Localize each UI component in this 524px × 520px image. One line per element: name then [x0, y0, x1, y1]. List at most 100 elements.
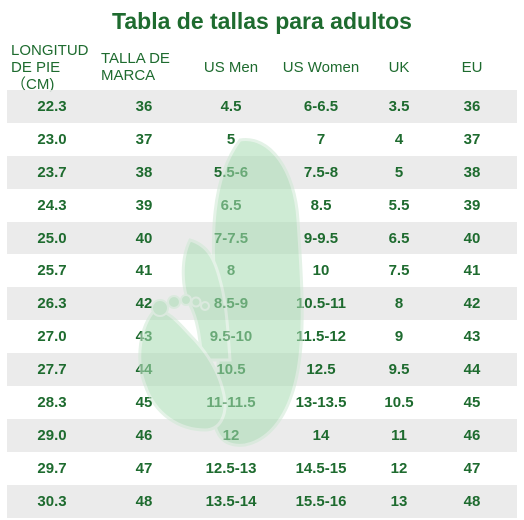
- header-brand-size: TALLA DE MARCA: [97, 50, 191, 84]
- table-body: 22.3 36 4.5 6-6.5 3.5 36 23.0 37 5 7 4 37 23.7 38 5.5-…: [7, 90, 517, 518]
- cell-foot-length: 27.0: [37, 328, 67, 346]
- table-row: 27.7 44 10.5 12.5 9.5 44: [7, 353, 517, 387]
- cell-brand-size: 46: [135, 426, 153, 444]
- cell-foot-length: 25.0: [37, 229, 67, 247]
- cell-uk: 3.5: [388, 97, 410, 115]
- cell-eu: 37: [463, 130, 481, 148]
- header-foot-length: LONGITUD DE PIE（CM): [7, 42, 97, 93]
- cell-us-women: 11.5-12: [295, 328, 347, 346]
- cell-brand-size: 44: [135, 361, 153, 379]
- table-row: 23.7 38 5.5-6 7.5-8 5 38: [7, 155, 517, 189]
- cell-eu: 36: [463, 97, 481, 115]
- header-brand-size-line2: MARCA: [101, 67, 156, 84]
- header-us-women: US Women: [282, 58, 360, 76]
- cell-uk: 6.5: [388, 229, 410, 247]
- table-row: 25.7 41 8 10 7.5 41: [7, 254, 517, 288]
- table-row: 25.0 40 7-7.5 9-9.5 6.5 40: [7, 221, 517, 255]
- cell-brand-size: 36: [135, 97, 153, 115]
- cell-us-men: 11-11.5: [206, 393, 256, 411]
- table-row: 23.0 37 5 7 4 37: [7, 122, 517, 156]
- cell-uk: 9.5: [388, 361, 410, 379]
- cell-us-women: 9-9.5: [303, 229, 339, 247]
- cell-foot-length: 25.7: [37, 262, 67, 280]
- table-row: 30.3 48 13.5-14 15.5-16 13 48: [7, 484, 517, 518]
- table-row: 26.3 42 8.5-9 10.5-11 8 42: [7, 287, 517, 321]
- table-row: 29.7 47 12.5-13 14.5-15 12 47: [7, 451, 517, 485]
- table-row: 27.0 43 9.5-10 11.5-12 9 43: [7, 320, 517, 354]
- cell-eu: 47: [463, 459, 481, 477]
- cell-eu: 41: [463, 262, 481, 280]
- cell-brand-size: 45: [135, 393, 153, 411]
- cell-us-women: 6-6.5: [303, 97, 339, 115]
- cell-us-women: 7: [316, 130, 326, 148]
- cell-uk: 7.5: [388, 262, 410, 280]
- cell-foot-length: 29.0: [37, 426, 67, 444]
- header-uk: UK: [388, 58, 410, 76]
- cell-us-women: 10.5-11: [295, 295, 347, 313]
- cell-us-men: 7-7.5: [213, 229, 249, 247]
- cell-brand-size: 43: [135, 328, 153, 346]
- cell-us-women: 10: [312, 262, 330, 280]
- cell-foot-length: 23.0: [37, 130, 67, 148]
- cell-foot-length: 30.3: [37, 492, 67, 510]
- cell-us-men: 13.5-14: [205, 492, 257, 510]
- cell-brand-size: 42: [135, 295, 153, 313]
- size-table: LONGITUD DE PIE（CM) TALLA DE MARCA US Me…: [7, 42, 517, 518]
- cell-us-men: 6.5: [220, 196, 242, 214]
- cell-foot-length: 23.7: [37, 163, 67, 181]
- cell-eu: 39: [463, 196, 481, 214]
- cell-uk: 4: [394, 130, 404, 148]
- cell-foot-length: 24.3: [37, 196, 67, 214]
- header-foot-length-line1: LONGITUD: [11, 41, 89, 59]
- cell-us-women: 14: [312, 426, 330, 444]
- cell-foot-length: 22.3: [37, 97, 67, 115]
- cell-eu: 38: [463, 163, 481, 181]
- cell-brand-size: 38: [135, 163, 153, 181]
- header-eu: EU: [461, 58, 483, 76]
- header-foot-length-line2: DE PIE（CM): [11, 58, 61, 93]
- cell-eu: 46: [463, 426, 481, 444]
- cell-us-women: 13-13.5: [295, 393, 347, 411]
- cell-us-women: 8.5: [310, 196, 332, 214]
- cell-uk: 5: [394, 163, 404, 181]
- cell-us-men: 4.5: [220, 97, 242, 115]
- cell-uk: 10.5: [384, 393, 414, 411]
- cell-eu: 45: [463, 393, 481, 411]
- cell-uk: 5.5: [388, 196, 410, 214]
- cell-us-women: 7.5-8: [303, 163, 339, 181]
- table-row: 28.3 45 11-11.5 13-13.5 10.5 45: [7, 386, 517, 419]
- cell-us-men: 5: [226, 130, 236, 148]
- header-brand-size-line1: TALLA DE: [101, 50, 170, 67]
- table-row: 24.3 39 6.5 8.5 5.5 39: [7, 188, 517, 222]
- cell-foot-length: 27.7: [37, 361, 67, 379]
- cell-foot-length: 28.3: [37, 393, 67, 411]
- cell-us-men: 9.5-10: [209, 328, 253, 346]
- table-header: LONGITUD DE PIE（CM) TALLA DE MARCA US Me…: [7, 42, 517, 93]
- cell-uk: 9: [394, 328, 404, 346]
- cell-us-women: 15.5-16: [295, 492, 347, 510]
- cell-eu: 42: [463, 295, 481, 313]
- header-us-men: US Men: [203, 58, 259, 76]
- cell-uk: 12: [390, 459, 408, 477]
- cell-brand-size: 41: [135, 262, 153, 280]
- cell-us-men: 12: [222, 426, 240, 444]
- cell-foot-length: 29.7: [37, 459, 67, 477]
- cell-uk: 11: [391, 426, 407, 444]
- cell-uk: 13: [390, 492, 408, 510]
- cell-brand-size: 37: [135, 130, 153, 148]
- cell-eu: 44: [463, 361, 481, 379]
- cell-us-women: 14.5-15: [295, 459, 347, 477]
- table-row: 22.3 36 4.5 6-6.5 3.5 36: [7, 90, 517, 123]
- chart-title: Tabla de tallas para adultos: [112, 8, 412, 34]
- cell-eu: 48: [463, 492, 481, 510]
- cell-us-men: 8.5-9: [213, 295, 249, 313]
- cell-brand-size: 40: [135, 229, 153, 247]
- cell-us-men: 5.5-6: [213, 163, 249, 181]
- cell-eu: 40: [463, 229, 481, 247]
- cell-eu: 43: [463, 328, 481, 346]
- cell-brand-size: 48: [135, 492, 153, 510]
- cell-foot-length: 26.3: [37, 295, 67, 313]
- cell-us-men: 8: [226, 262, 236, 280]
- table-row: 29.0 46 12 14 11 46: [7, 418, 517, 452]
- cell-brand-size: 39: [135, 196, 153, 214]
